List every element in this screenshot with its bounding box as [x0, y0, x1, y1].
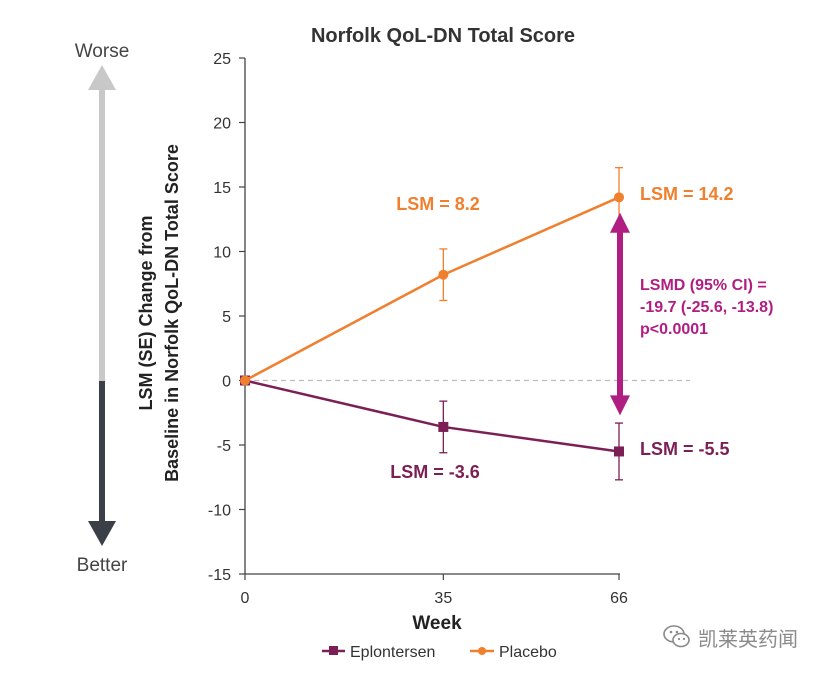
arrow-up-head [88, 65, 116, 90]
legend-label-placebo: Placebo [499, 644, 557, 661]
data-point-placebo [614, 192, 624, 203]
series-eplontersen: LSM = -3.6 LSM = -5.5 [240, 375, 730, 482]
series-line-eplontersen [244, 379, 620, 453]
y-tick-label: -5 [217, 438, 231, 455]
y-tick-label: 10 [213, 245, 231, 262]
series-line-placebo [244, 196, 620, 382]
difference-annotation: LSMD (95% CI) = -19.7 (-25.6, -13.8) p<0.0… [610, 212, 773, 416]
watermark: 凯莱英药闻 [662, 622, 798, 652]
y-tick-label: -10 [208, 503, 231, 520]
y-tick-label: 25 [213, 51, 231, 68]
x-axis-label: Week [412, 613, 462, 634]
arrow-up-shaft [99, 88, 105, 381]
worse-label: Worse [75, 41, 130, 62]
chart-title: Norfolk QoL-DN Total Score [311, 25, 575, 47]
x-tick-label: 0 [241, 590, 250, 607]
y-axis-label-line2: Baseline in Norfolk QoL-DN Total Score [162, 144, 182, 482]
y-tick-label: 15 [213, 180, 231, 197]
direction-arrow: Worse Better [75, 41, 130, 576]
data-point-placebo [240, 375, 250, 386]
data-point-placebo [438, 269, 449, 280]
data-label-eplontersen: LSM = -3.6 [390, 462, 480, 482]
data-point-eplontersen [438, 421, 449, 432]
data-label-eplontersen: LSM = -5.5 [640, 439, 730, 459]
y-tick-label: 0 [222, 374, 231, 391]
x-tick-label: 66 [610, 590, 628, 607]
difference-arrow-head-down [610, 395, 630, 416]
plot-area: LSM = -3.6 LSM = -5.5 LSM = 8.2 LSM = 14.2 [240, 166, 734, 482]
y-axis-label: LSM (SE) Change from Baseline in Norfolk… [136, 144, 182, 482]
legend-item-placebo: Placebo [470, 644, 557, 661]
data-point-eplontersen [614, 446, 624, 457]
y-tick-label: 5 [222, 309, 231, 326]
difference-text-line: p<0.0001 [640, 321, 708, 338]
axes: 25 20 15 10 5 0 -5 -10 -15 0 35 66 [208, 51, 628, 607]
wechat-icon [663, 625, 690, 648]
series-placebo: LSM = 8.2 LSM = 14.2 [240, 166, 734, 386]
arrow-down-head [88, 521, 116, 546]
better-label: Better [77, 555, 128, 576]
difference-text-line: LSMD (95% CI) = [640, 277, 767, 294]
difference-arrow-shaft [617, 230, 623, 398]
difference-text-line: -19.7 (-25.6, -13.8) [640, 299, 773, 316]
y-tick-label: 20 [213, 116, 231, 133]
y-tick-label: -15 [208, 567, 231, 584]
legend-item-eplontersen: Eplontersen [322, 644, 435, 661]
arrow-down-shaft [99, 381, 105, 523]
x-tick-label: 35 [434, 590, 452, 607]
data-label-placebo: LSM = 14.2 [640, 184, 734, 204]
data-label-placebo: LSM = 8.2 [396, 194, 480, 214]
legend-marker-placebo [478, 647, 486, 655]
legend: Eplontersen Placebo [322, 644, 557, 661]
legend-label-eplontersen: Eplontersen [350, 644, 435, 661]
y-axis-label-line1: LSM (SE) Change from [136, 215, 156, 410]
watermark-text: 凯莱英药闻 [698, 626, 798, 651]
legend-marker-eplontersen [329, 646, 338, 655]
difference-arrow-head-up [610, 212, 630, 233]
